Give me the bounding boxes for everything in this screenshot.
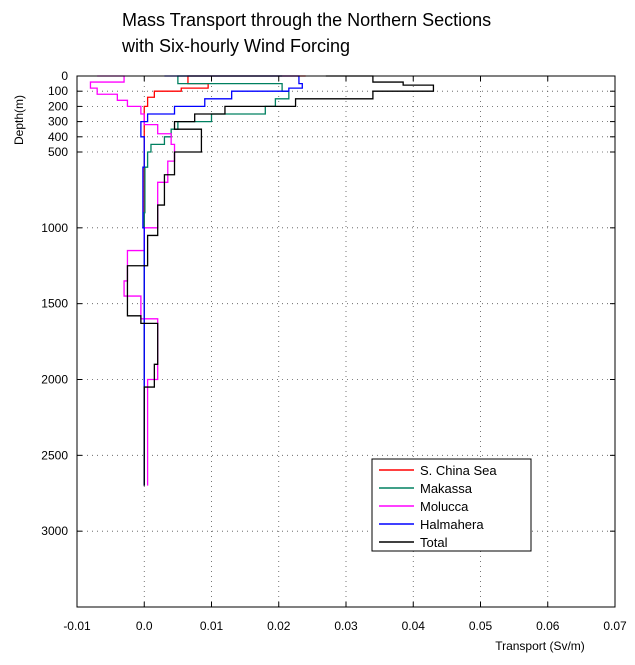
chart-title-line-2: with Six-hourly Wind Forcing [121,36,350,56]
y-tick-label: 1000 [41,221,68,235]
x-tick-label: 0.01 [200,619,224,633]
series-line-total [126,75,435,486]
ticks [76,75,616,607]
legend-label: S. China Sea [420,463,497,478]
x-tick-label: 0.03 [334,619,358,633]
x-axis-label: Transport (Sv/m) [495,639,585,653]
legend-label: Molucca [420,499,469,514]
legend-label: Makassa [420,481,473,496]
y-tick-label: 1500 [41,297,68,311]
x-tick-label: 0.04 [402,619,426,633]
x-tick-label: 0.06 [536,619,560,633]
x-tick-label: 0.0 [136,619,153,633]
series-layer [89,75,435,486]
y-tick-label: 300 [48,115,68,129]
legend-label: Halmahera [420,517,484,532]
x-tick-label: 0.02 [267,619,291,633]
x-tick-labels: -0.01 0.0 0.01 0.02 0.03 0.04 0.05 0.06 0.07 [63,619,627,633]
y-tick-label: 500 [48,145,68,159]
chart-title: Mass Transport through the Northern Sect… [121,10,491,56]
x-tick-label: 0.07 [603,619,627,633]
y-tick-label: 3000 [41,524,68,538]
x-tick-label: -0.01 [63,619,91,633]
y-axis-label: Depth(m) [12,95,26,145]
y-tick-label: 2000 [41,373,68,387]
chart-title-line-1: Mass Transport through the Northern Sect… [122,10,491,30]
legend-box [371,458,532,552]
x-tick-label: 0.05 [469,619,493,633]
y-tick-label: 400 [48,130,68,144]
legend-label: Total [420,535,448,550]
y-tick-label: 200 [48,99,68,113]
series-line-molucca [89,75,176,486]
y-tick-label: 100 [48,84,68,98]
y-tick-label: 0 [61,69,68,83]
series-line-halmahera [140,75,303,486]
legend: S. China Sea Makassa Molucca Halmahera Total [371,458,532,552]
y-tick-label: 2500 [41,448,68,462]
